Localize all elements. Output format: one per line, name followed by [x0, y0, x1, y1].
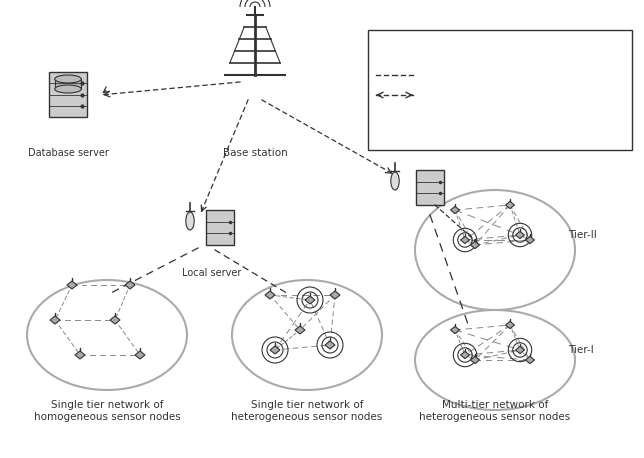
Text: homogeneous sensor nodes: homogeneous sensor nodes — [33, 412, 180, 422]
Text: Tier-II: Tier-II — [568, 230, 597, 240]
Text: Link between sensor node and
access point: Link between sensor node and access poin… — [418, 82, 557, 104]
Text: Database server: Database server — [28, 148, 108, 158]
Polygon shape — [295, 326, 305, 334]
Ellipse shape — [186, 212, 194, 230]
Ellipse shape — [385, 128, 391, 141]
Polygon shape — [50, 316, 60, 324]
Polygon shape — [305, 296, 315, 304]
Polygon shape — [526, 236, 535, 244]
Text: Single tier network of: Single tier network of — [51, 400, 163, 410]
Ellipse shape — [391, 172, 399, 190]
Polygon shape — [270, 346, 280, 354]
Polygon shape — [67, 281, 77, 289]
Text: Access point: Access point — [418, 127, 475, 136]
Text: Multi-tier network of: Multi-tier network of — [442, 400, 548, 410]
Polygon shape — [471, 241, 480, 249]
Polygon shape — [506, 202, 515, 208]
Polygon shape — [404, 49, 412, 55]
Ellipse shape — [55, 75, 81, 83]
Polygon shape — [451, 207, 460, 213]
FancyBboxPatch shape — [416, 170, 444, 205]
Text: Link between sensor nodes: Link between sensor nodes — [418, 72, 542, 82]
Polygon shape — [75, 351, 85, 359]
Polygon shape — [330, 291, 340, 299]
FancyBboxPatch shape — [49, 72, 87, 117]
Ellipse shape — [55, 85, 81, 93]
Text: Sensor nodes: Sensor nodes — [428, 49, 489, 59]
Polygon shape — [460, 351, 469, 359]
Polygon shape — [471, 356, 480, 364]
Text: heterogeneous sensor nodes: heterogeneous sensor nodes — [419, 412, 571, 422]
Polygon shape — [460, 236, 469, 244]
Text: heterogeneous sensor nodes: heterogeneous sensor nodes — [231, 412, 383, 422]
Text: Single tier network of: Single tier network of — [251, 400, 363, 410]
Polygon shape — [526, 356, 535, 364]
Polygon shape — [55, 79, 81, 89]
FancyBboxPatch shape — [368, 30, 632, 150]
Polygon shape — [451, 327, 460, 333]
Polygon shape — [379, 49, 387, 55]
Polygon shape — [135, 351, 145, 359]
Text: Base station: Base station — [223, 148, 287, 158]
Polygon shape — [325, 341, 335, 349]
Polygon shape — [125, 281, 135, 289]
Polygon shape — [506, 322, 515, 328]
FancyBboxPatch shape — [206, 210, 234, 245]
Text: Tier-I: Tier-I — [568, 345, 594, 355]
Polygon shape — [515, 231, 524, 239]
Text: Local server: Local server — [182, 268, 242, 278]
Polygon shape — [110, 316, 120, 324]
Polygon shape — [515, 346, 524, 354]
Polygon shape — [265, 291, 275, 299]
